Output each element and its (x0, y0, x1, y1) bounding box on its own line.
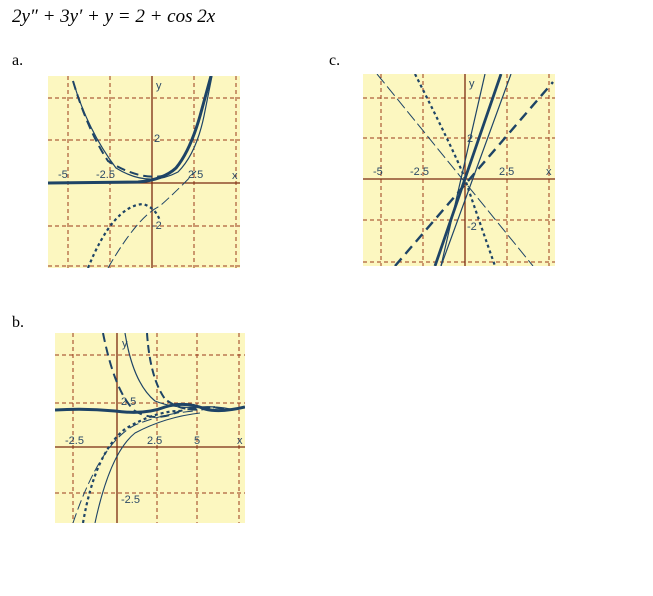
tick-label: -2.5 (410, 166, 429, 178)
tick-label: -2.5 (96, 169, 115, 181)
graph-b-grid (55, 333, 245, 523)
graph-c-grid (363, 74, 555, 266)
graph-b-axes (55, 333, 245, 523)
graph-a-axes (48, 76, 240, 268)
tick-label: 5 (194, 435, 200, 447)
y-axis-label: y (469, 78, 475, 90)
option-a-label: a. (12, 52, 24, 69)
graph-a-solution-curves (48, 76, 213, 268)
graph-option-b: -2.5 2.5 5 x y 2.5 -2.5 (55, 333, 245, 523)
tick-label: 2.5 (188, 169, 203, 181)
graph-a-grid (48, 76, 240, 268)
graph-b-canvas: -2.5 2.5 5 x y 2.5 -2.5 (55, 333, 245, 523)
option-b-label: b. (12, 314, 24, 331)
y-axis-label: y (156, 80, 162, 92)
graph-a-canvas: -5 -2.5 2.5 x y 2 -2 (48, 76, 240, 268)
tick-label: -2 (152, 220, 162, 232)
graph-b-solution-curves (55, 333, 245, 523)
tick-label: -5 (373, 166, 383, 178)
tick-label: 2.5 (121, 396, 136, 408)
graph-c-canvas: -5 -2.5 2.5 x y 2 -2 (363, 74, 555, 266)
tick-label: -2.5 (65, 435, 84, 447)
tick-label: -2 (467, 221, 477, 233)
differential-equation: 2y″ + 3y′ + y = 2 + cos 2x (12, 6, 216, 27)
x-axis-label: x (546, 166, 552, 178)
graph-option-a: -5 -2.5 2.5 x y 2 -2 (48, 76, 240, 268)
tick-label: 2.5 (499, 166, 514, 178)
graph-c-solution-curves (376, 74, 554, 266)
tick-label: 2.5 (147, 435, 162, 447)
tick-label: 2 (154, 133, 160, 145)
x-axis-label: x (237, 435, 243, 447)
tick-label: -5 (58, 169, 68, 181)
graph-c-axes (363, 74, 555, 266)
tick-label: -2.5 (121, 494, 140, 506)
option-c-label: c. (329, 52, 341, 69)
y-axis-label: y (122, 338, 128, 350)
graph-option-c: -5 -2.5 2.5 x y 2 -2 (363, 74, 555, 266)
x-axis-label: x (232, 170, 238, 182)
